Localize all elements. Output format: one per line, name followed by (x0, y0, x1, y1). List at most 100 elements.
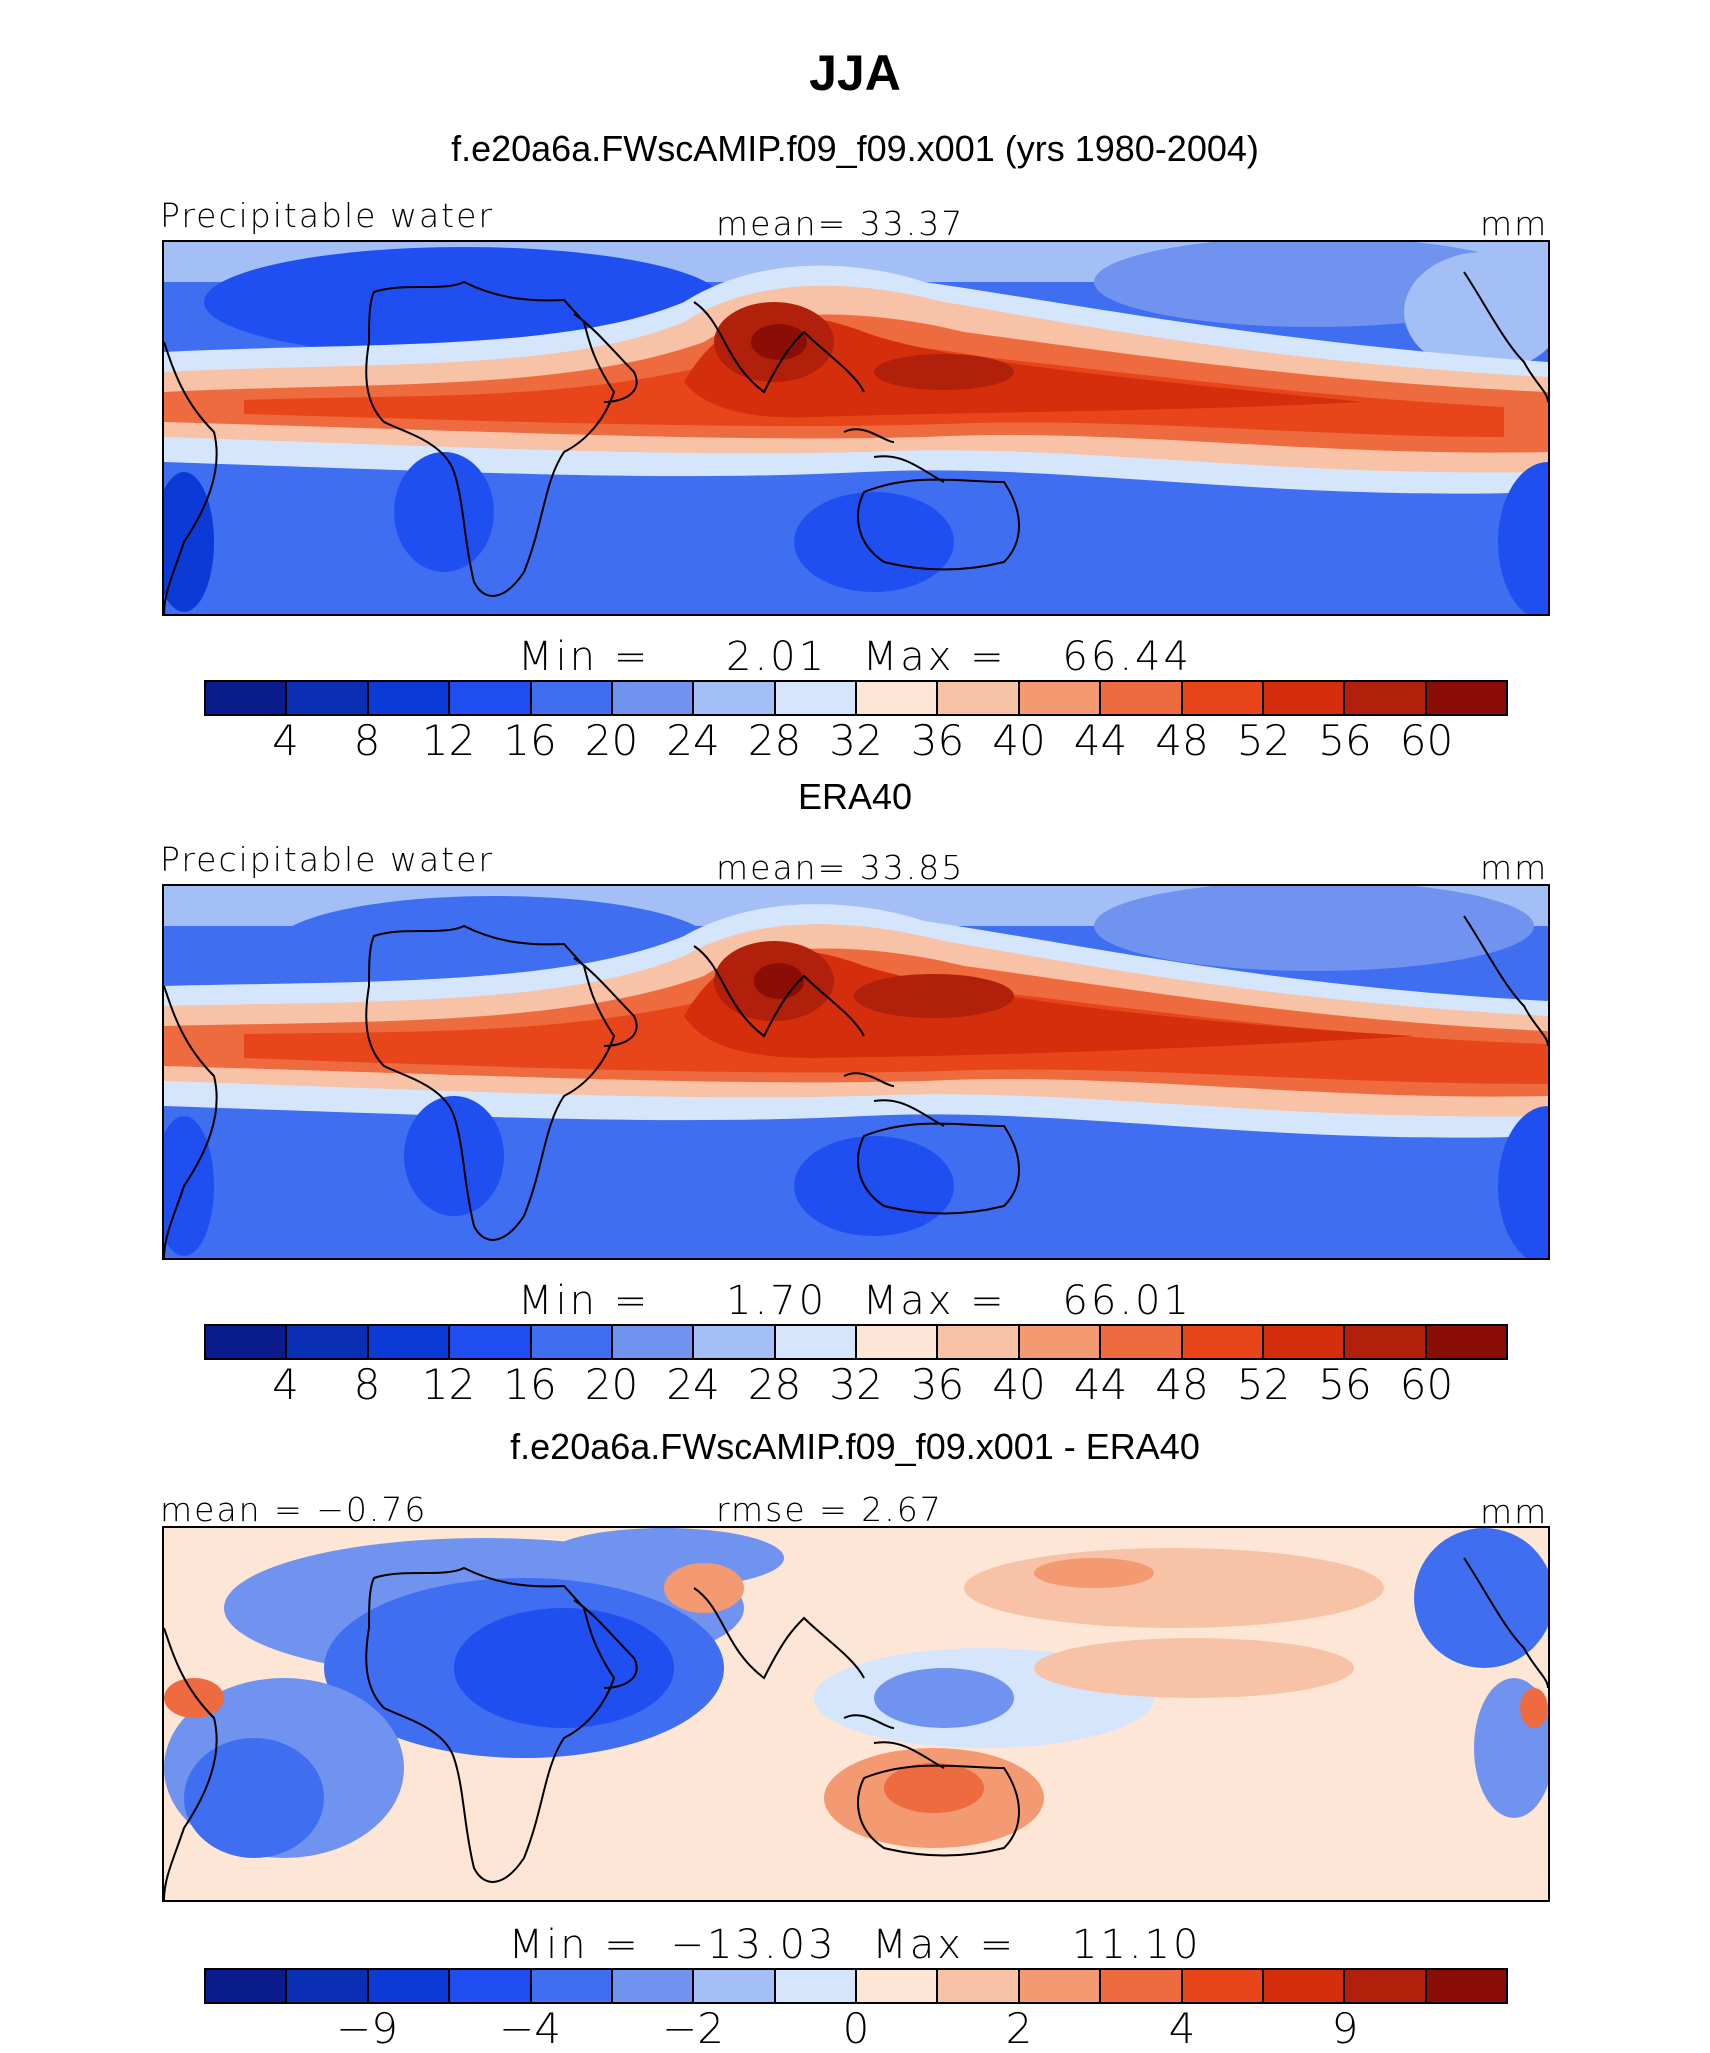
colorbar-swatch (694, 1326, 776, 1358)
panel-1-map-svg (164, 242, 1548, 614)
colorbar-swatch (775, 1326, 857, 1358)
colorbar-tick-label: 36 (910, 1360, 965, 1409)
colorbar-swatch (206, 1326, 288, 1358)
panel-1-center-label: mean= 33.37 (716, 204, 965, 243)
panel-1-subtitle: f.e20a6a.FWscAMIP.f09_f09.x001 (yrs 1980… (451, 128, 1259, 169)
panel-2-subtitle: ERA40 (797, 776, 913, 817)
colorbar-tick-label: 9 (1331, 2004, 1359, 2053)
colorbar-tick-label: 44 (1073, 716, 1128, 765)
colorbar-tick-label: 32 (829, 1360, 883, 1409)
panel-3-field (164, 1528, 1548, 1900)
colorbar-swatch (1263, 682, 1346, 714)
colorbar-swatch (1019, 1326, 1102, 1358)
panel-3-colorbar-ticks: −9 −4 −2 0 2 4 9 (0, 2004, 1710, 2053)
colorbar-swatch (1345, 682, 1427, 714)
colorbar-swatch (287, 682, 369, 714)
main-title: JJA (809, 45, 901, 101)
panel-2-left-label: Precipitable water (160, 840, 494, 879)
panel-2-max-value: 66.01 (1062, 1278, 1192, 1324)
colorbar-swatch (612, 682, 695, 714)
colorbar-swatch (1019, 1970, 1102, 2002)
panel-2-colorbar-ticks: 4 8 12 16 20 24 28 32 36 40 44 48 52 56 60 (0, 1360, 1710, 1410)
panel-1-map (162, 240, 1550, 616)
colorbar-tick-label: 52 (1236, 716, 1291, 765)
colorbar-swatch (1182, 682, 1264, 714)
panel-3-left-label: mean = −0.76 (160, 1490, 428, 1529)
colorbar-swatch (694, 1970, 776, 2002)
panel-3-minmax: Min = −13.03 Max = 11.10 (509, 1922, 1202, 1968)
colorbar-swatch (1345, 1326, 1427, 1358)
colorbar-tick-label: 44 (1073, 1360, 1128, 1409)
panel-3-min-label: Min = (508, 1922, 641, 1968)
colorbar-tick-label: 12 (421, 1360, 476, 1409)
colorbar-swatch (612, 1326, 695, 1358)
colorbar-swatch (775, 682, 857, 714)
colorbar-tick-label: 12 (421, 716, 476, 765)
colorbar-swatch (857, 682, 939, 714)
colorbar-tick-label: 20 (584, 1360, 639, 1409)
panel-1-coastlines (164, 271, 1548, 614)
colorbar-tick-label: 56 (1318, 716, 1372, 765)
colorbar-tick-label: 24 (666, 716, 720, 765)
colorbar-swatch (450, 682, 532, 714)
panel-1-min-label: Min = (518, 634, 651, 680)
colorbar-swatch (1101, 682, 1183, 714)
panel-3-min-value: −13.03 (670, 1922, 837, 1968)
colorbar-tick-label: 0 (842, 2004, 870, 2053)
colorbar-swatch (531, 1970, 613, 2002)
colorbar-tick-label: 28 (747, 716, 802, 765)
colorbar-tick-label: 8 (353, 716, 381, 765)
colorbar-swatch (531, 682, 613, 714)
colorbar-swatch (1101, 1326, 1183, 1358)
colorbar-tick-label: −2 (662, 2004, 724, 2053)
colorbar-swatch (287, 1326, 369, 1358)
colorbar-tick-label: 4 (272, 716, 299, 765)
panel-1-max-label: Max = (862, 634, 1007, 680)
colorbar-swatch (1263, 1970, 1346, 2002)
panel-3-subtitle: f.e20a6a.FWscAMIP.f09_f09.x001 - ERA40 (510, 1426, 1200, 1467)
panel-2-colorbar (204, 1324, 1508, 1360)
colorbar-tick-label: 48 (1155, 716, 1209, 765)
colorbar-swatch (1182, 1970, 1264, 2002)
colorbar-tick-label: 8 (353, 1360, 381, 1409)
panel-2-right-label: mm (1480, 848, 1549, 887)
colorbar-swatch (938, 682, 1020, 714)
colorbar-tick-label: 36 (910, 716, 965, 765)
colorbar-tick-label: 28 (747, 1360, 802, 1409)
colorbar-swatch (1426, 1970, 1506, 2002)
colorbar-swatch (612, 1970, 695, 2002)
colorbar-swatch (450, 1326, 532, 1358)
colorbar-swatch (938, 1326, 1020, 1358)
panel-2-min-value: 1.70 (725, 1278, 828, 1324)
panel-3-coastlines (164, 1557, 1548, 1900)
panel-3-colorbar (204, 1968, 1508, 2004)
panel-1-min-value: 2.01 (725, 634, 828, 680)
panel-2-center-label: mean= 33.85 (716, 848, 965, 887)
colorbar-swatch (775, 1970, 857, 2002)
colorbar-tick-label: −4 (499, 2004, 561, 2053)
panel-1-right-label: mm (1480, 204, 1549, 243)
colorbar-swatch (206, 682, 288, 714)
colorbar-swatch (531, 1326, 613, 1358)
colorbar-swatch (287, 1970, 369, 2002)
colorbar-swatch (450, 1970, 532, 2002)
colorbar-tick-label: 40 (992, 716, 1046, 765)
colorbar-tick-label: 16 (503, 716, 557, 765)
panel-3-max-label: Max = (872, 1922, 1017, 1968)
colorbar-tick-label: −9 (336, 2004, 398, 2053)
panel-1-colorbar (204, 680, 1508, 716)
colorbar-tick-label: 60 (1399, 1360, 1454, 1409)
colorbar-tick-label: 48 (1155, 1360, 1209, 1409)
colorbar-swatch (1019, 682, 1102, 714)
colorbar-tick-label: 56 (1318, 1360, 1372, 1409)
panel-2-map (162, 884, 1550, 1260)
panel-2-map-svg (164, 886, 1548, 1258)
panel-1-max-value: 66.44 (1062, 634, 1192, 680)
colorbar-tick-label: 60 (1399, 716, 1454, 765)
colorbar-swatch (857, 1326, 939, 1358)
colorbar-tick-label: 32 (829, 716, 883, 765)
colorbar-swatch (206, 1970, 288, 2002)
colorbar-tick-label: 24 (666, 1360, 720, 1409)
panel-1-colorbar-ticks: 4 8 12 16 20 24 28 32 36 40 44 48 52 56 60 (0, 716, 1710, 766)
colorbar-tick-label: 2 (1005, 2004, 1033, 2053)
